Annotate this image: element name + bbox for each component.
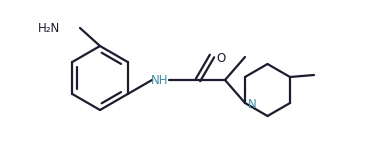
Text: H₂N: H₂N — [38, 22, 60, 35]
Text: NH: NH — [151, 73, 169, 87]
Text: O: O — [216, 51, 225, 65]
Text: N: N — [248, 97, 257, 111]
